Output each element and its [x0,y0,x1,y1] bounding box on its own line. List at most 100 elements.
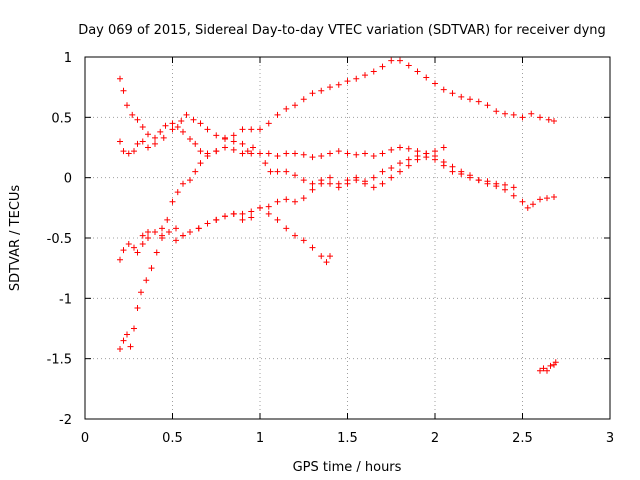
data-point [239,210,246,217]
data-point [432,80,438,87]
data-point [164,216,171,223]
data-point [265,120,272,127]
data-point [230,210,237,217]
data-point [265,150,272,157]
data-point [519,114,526,121]
data-point [493,180,500,187]
data-point [440,144,447,151]
data-point [309,154,316,161]
y-tick-label: -1.5 [47,353,72,368]
data-point [388,146,395,153]
data-point [125,150,132,157]
series-track-4 [117,204,333,266]
data-point [551,117,557,124]
data-point [318,152,325,159]
data-point [173,237,179,244]
data-point [143,277,150,284]
data-point [292,232,298,239]
data-point [537,367,543,374]
data-point [183,111,190,118]
data-point [300,177,307,184]
data-point [362,150,368,157]
y-tick-label: -1 [59,292,72,307]
data-point [192,168,199,175]
data-point [318,253,325,260]
data-point [510,111,517,118]
data-point [449,90,456,97]
data-point [327,84,333,91]
data-point [323,259,330,266]
data-point [292,198,298,205]
series-track-6 [537,359,559,374]
data-point [145,235,151,241]
data-point [274,152,281,159]
data-point [551,193,557,200]
data-point [190,116,197,123]
data-point [292,150,298,157]
data-point [379,150,386,157]
data-point [265,203,272,210]
data-point [195,225,202,232]
data-point [540,365,547,372]
data-point [120,247,127,254]
data-point [159,225,165,232]
data-point [139,138,146,145]
data-point [131,244,137,251]
series-track-3 [139,154,517,244]
data-point [213,216,220,223]
data-point [544,367,550,374]
data-point [166,228,172,235]
data-point [138,289,144,296]
data-point [405,162,412,169]
data-point [239,216,246,223]
data-point [152,228,158,235]
data-point [145,228,151,235]
data-point [318,180,325,187]
y-tick-label: 0.5 [51,111,72,126]
data-point [537,114,543,121]
data-point [169,126,176,133]
data-point [362,180,368,187]
grid [85,57,610,419]
x-tick-label: 1 [256,431,264,446]
x-tick-label: 0 [81,431,89,446]
y-tick-labels: -2 -1.5 -1 -0.5 0 0.5 1 [47,51,72,428]
data-point [545,116,552,123]
data-point [204,126,211,133]
data-point [397,160,403,167]
data-point [230,132,237,139]
data-point [405,62,412,69]
data-point [204,220,211,227]
data-point [397,57,403,64]
data-point [157,128,164,135]
data-point [180,232,186,239]
data-point [528,110,535,117]
series-track-5 [117,57,557,353]
data-point [204,152,211,159]
data-point [458,171,465,178]
data-point [159,232,165,239]
data-point [344,180,351,187]
data-point [414,68,421,75]
data-point [370,184,377,191]
data-point [300,237,307,244]
data-point [134,304,141,311]
data-point [467,96,473,103]
data-points [117,57,559,374]
data-point [169,120,176,127]
data-point [414,156,421,163]
data-point [502,181,508,188]
data-point [250,144,256,151]
data-point [174,189,181,196]
data-point [187,228,193,235]
data-point [125,241,132,248]
data-point [379,180,386,187]
data-point [127,343,134,350]
data-point [309,90,316,97]
data-point [423,74,430,81]
data-point [283,105,290,112]
data-point [178,117,185,124]
data-point [145,131,151,138]
data-point [124,102,130,109]
series-track-1 [117,75,557,211]
